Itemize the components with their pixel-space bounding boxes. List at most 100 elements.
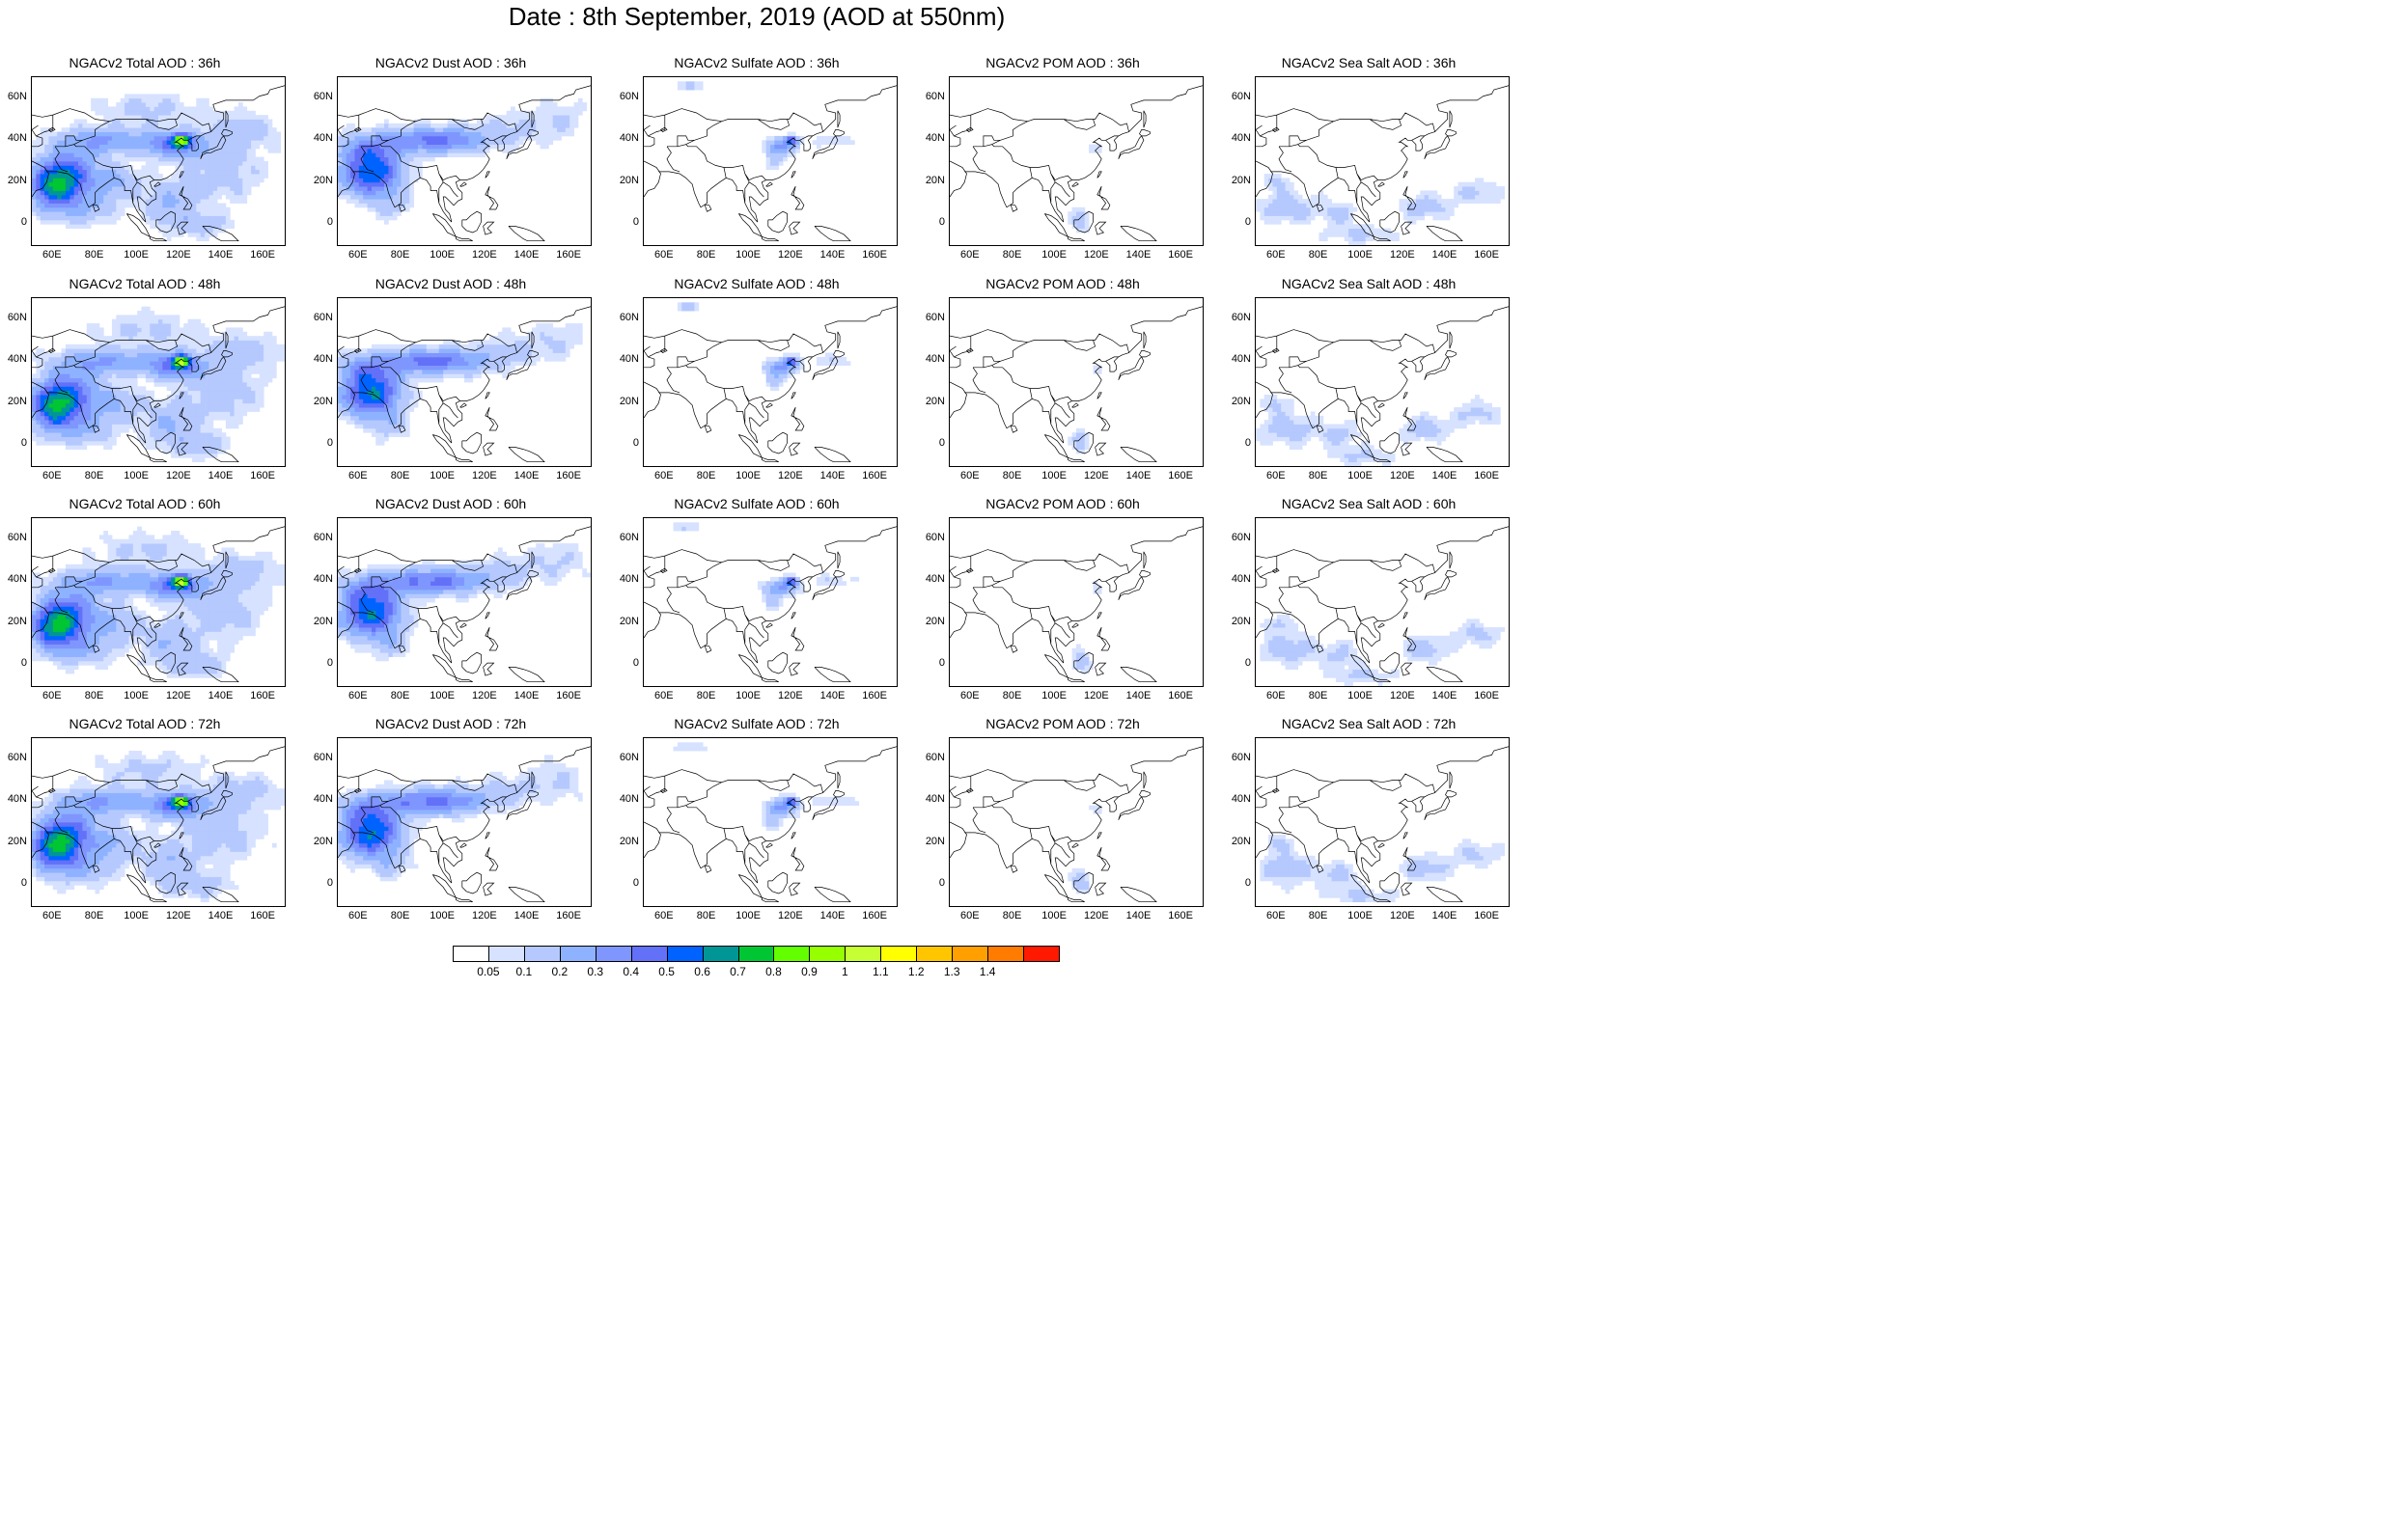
lat-tick-label: 40N <box>7 573 27 586</box>
lat-tick-label: 20N <box>925 615 945 627</box>
panel-title: NGACv2 Sulfate AOD : 72h <box>674 716 840 731</box>
lat-tick-label: 20N <box>619 615 639 627</box>
map-frame <box>1255 76 1510 246</box>
lat-tick-label: 20N <box>313 615 333 627</box>
lat-tick-label: 60N <box>1231 311 1251 323</box>
map-panel: NGACv2 Sulfate AOD : 72h 60N 40N 20N 0 60E 80E… <box>612 716 902 928</box>
map-frame <box>337 517 592 687</box>
colorbar-label: 1 <box>842 965 848 978</box>
aod-map <box>644 302 897 463</box>
lon-tick-label: 60E <box>654 690 674 701</box>
lon-tick-label: 60E <box>960 690 980 701</box>
lon-tick-label: 100E <box>430 910 455 921</box>
coastline <box>32 306 285 463</box>
lon-tick-label: 120E <box>165 910 191 921</box>
lat-tick-label: 60N <box>1231 90 1251 102</box>
lon-tick-label: 120E <box>471 910 497 921</box>
panel-title: NGACv2 POM AOD : 72h <box>985 716 1140 731</box>
aod-map <box>950 306 1203 463</box>
aod-map <box>1256 526 1509 686</box>
aod-map <box>1256 306 1509 466</box>
lat-tick-label: 20N <box>619 835 639 847</box>
colorbar-swatch <box>666 946 704 962</box>
map-panel: NGACv2 Sulfate AOD : 60h 60N 40N 20N 0 60E 80E… <box>612 496 902 708</box>
lat-tick-label: 20N <box>619 174 639 186</box>
lat-tick-label: 40N <box>1231 573 1251 586</box>
aod-map <box>644 522 897 683</box>
lon-tick-label: 140E <box>1125 249 1152 261</box>
map-frame <box>949 517 1204 687</box>
lon-tick-label: 60E <box>960 910 980 921</box>
lon-tick-label: 80E <box>390 470 410 481</box>
lat-tick-label: 20N <box>7 615 27 627</box>
lon-tick-label: 80E <box>390 249 410 261</box>
lon-tick-label: 100E <box>1347 470 1373 481</box>
panel-title: NGACv2 Sea Salt AOD : 48h <box>1281 276 1457 291</box>
lat-tick-label: 40N <box>925 132 945 145</box>
colorbar-label: 0.1 <box>515 965 533 978</box>
lat-tick-label: 40N <box>925 573 945 586</box>
colorbar-swatch <box>809 946 847 962</box>
lon-tick-label: 120E <box>1389 470 1415 481</box>
aod-shading <box>1071 581 1102 674</box>
colorbar-swatch <box>559 946 597 962</box>
map-panel: NGACv2 Sea Salt AOD : 36h 60N 40N 20N 0 60E 80… <box>1224 55 1513 267</box>
lat-tick-label: 20N <box>7 835 27 847</box>
coastline <box>950 746 1203 903</box>
lon-tick-label: 60E <box>960 249 980 261</box>
lat-tick-label: 60N <box>313 531 333 543</box>
lat-tick-label: 40N <box>313 793 333 806</box>
coastline <box>644 85 897 242</box>
colorbar-swatch <box>952 946 989 962</box>
lat-tick-label: 20N <box>7 174 27 186</box>
aod-shading <box>1068 144 1102 234</box>
aod-map <box>338 85 591 242</box>
colorbar-swatch <box>880 946 918 962</box>
lon-tick-label: 140E <box>1431 470 1457 481</box>
panel-title: NGACv2 POM AOD : 60h <box>985 496 1140 511</box>
panel-title: NGACv2 Total AOD : 36h <box>69 55 221 70</box>
map-frame <box>1255 517 1510 687</box>
aod-shading <box>1068 805 1102 894</box>
lat-tick-label: 20N <box>313 395 333 407</box>
lat-tick-label: 0 <box>1244 657 1251 670</box>
lat-tick-label: 60N <box>7 751 27 763</box>
lat-tick-label: 60N <box>1231 751 1251 763</box>
lon-tick-label: 100E <box>736 249 761 261</box>
aod-shading <box>32 526 285 678</box>
lon-tick-label: 60E <box>1266 690 1286 701</box>
map-frame <box>31 76 286 246</box>
aod-shading <box>32 94 282 242</box>
colorbar-label: 0.4 <box>623 965 640 978</box>
aod-shading <box>1260 835 1506 903</box>
lon-tick-label: 100E <box>736 690 761 701</box>
lon-tick-label: 140E <box>1431 690 1457 701</box>
colorbar-label: 0.3 <box>587 965 604 978</box>
lat-tick-label: 0 <box>20 877 27 890</box>
map-frame <box>337 76 592 246</box>
aod-map <box>32 526 285 683</box>
lat-tick-label: 40N <box>925 353 945 366</box>
map-frame <box>643 76 898 246</box>
coastline <box>644 526 897 683</box>
lon-tick-label: 120E <box>1389 910 1415 921</box>
coastline <box>1256 526 1509 683</box>
lat-tick-label: 60N <box>1231 531 1251 543</box>
lon-tick-label: 100E <box>1347 249 1373 261</box>
lat-tick-label: 40N <box>313 573 333 586</box>
lon-tick-label: 140E <box>208 470 234 481</box>
lat-tick-label: 0 <box>632 216 639 229</box>
lon-tick-label: 140E <box>513 690 540 701</box>
lon-tick-label: 100E <box>430 249 455 261</box>
lat-tick-label: 0 <box>938 877 945 890</box>
lon-tick-label: 60E <box>348 690 368 701</box>
lon-tick-label: 80E <box>1308 470 1328 481</box>
lon-tick-label: 140E <box>1125 470 1152 481</box>
aod-map <box>338 306 591 463</box>
lat-tick-label: 20N <box>619 395 639 407</box>
lat-tick-label: 60N <box>925 90 945 102</box>
lat-tick-label: 40N <box>7 353 27 366</box>
lat-tick-label: 60N <box>7 90 27 102</box>
panel-title: NGACv2 Sulfate AOD : 48h <box>674 276 840 291</box>
lat-tick-label: 0 <box>326 437 333 450</box>
